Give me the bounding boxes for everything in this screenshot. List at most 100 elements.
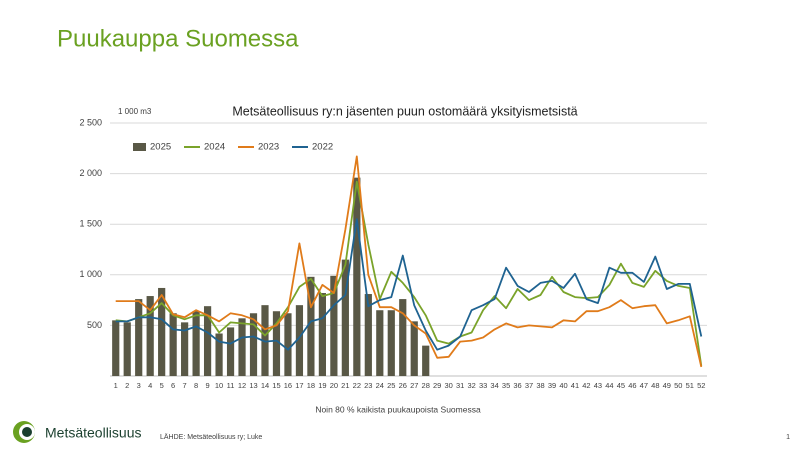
line-series (115, 218, 703, 351)
x-tick-label: 35 (502, 381, 510, 390)
bar (203, 306, 212, 376)
legend-label: 2025 (150, 142, 171, 153)
x-tick-label: 47 (640, 381, 648, 390)
x-tick-label: 8 (194, 381, 198, 390)
bar (376, 310, 384, 376)
x-tick-label: 37 (525, 381, 533, 390)
bar (215, 333, 223, 376)
x-tick-label: 14 (261, 381, 269, 390)
bar (341, 259, 349, 376)
bar (146, 296, 154, 376)
x-tick-label: 27 (410, 381, 418, 390)
x-tick-label: 2 (125, 381, 129, 390)
x-tick-label: 3 (137, 381, 141, 390)
bar (123, 322, 131, 376)
x-tick-label: 39 (548, 381, 556, 390)
x-tick-label: 13 (249, 381, 257, 390)
x-tick-label: 41 (571, 381, 579, 390)
bar (261, 305, 269, 376)
x-tick-label: 19 (318, 381, 326, 390)
y-tick-label: 1 000 (79, 269, 102, 279)
x-tick-label: 52 (697, 381, 705, 390)
x-tick-label: 16 (284, 381, 292, 390)
x-tick-label: 46 (628, 381, 636, 390)
x-tick-label: 49 (663, 381, 671, 390)
x-tick-label: 50 (674, 381, 682, 390)
legend-label: 2024 (204, 142, 225, 153)
logo-text: Metsäteollisuus (45, 425, 142, 441)
x-tick-label: 5 (160, 381, 164, 390)
legend-swatch (133, 143, 146, 151)
bar (112, 320, 120, 376)
y-tick-label: 1 500 (79, 219, 102, 229)
bar (249, 313, 258, 376)
x-tick-label: 28 (422, 381, 430, 390)
source: LÄHDE: Metsäteollisuus ry; Luke (160, 433, 262, 441)
x-tick-label: 23 (364, 381, 372, 390)
bar (330, 275, 338, 376)
bar (318, 293, 326, 376)
x-tick-label: 25 (387, 381, 395, 390)
x-tick-label: 15 (272, 381, 280, 390)
x-tick-label: 4 (148, 381, 152, 390)
x-tick-label: 20 (330, 381, 338, 390)
x-tick-label: 51 (686, 381, 694, 390)
x-tick-label: 42 (582, 381, 590, 390)
bar (238, 318, 246, 376)
bar (387, 310, 395, 376)
y-tick-label: 2 500 (79, 117, 102, 127)
slide-title: Puukauppa Suomessa (57, 25, 299, 52)
logo-icon (13, 421, 35, 443)
page-number: 1 (786, 434, 790, 441)
bar (158, 287, 166, 376)
bar (135, 299, 143, 376)
x-tick-label: 44 (605, 381, 613, 390)
line-series (115, 155, 703, 368)
x-tick-label: 9 (206, 381, 210, 390)
x-tick-label: 31 (456, 381, 464, 390)
y-unit: 1 000 m3 (118, 107, 152, 116)
bar (226, 327, 235, 376)
x-tick-label: 36 (513, 381, 521, 390)
bar (422, 345, 430, 376)
x-tick-label: 18 (307, 381, 315, 390)
x-axis-label: Noin 80 % kaikista puukaupoista Suomessa (315, 404, 481, 414)
bar (192, 311, 200, 376)
x-tick-label: 34 (490, 381, 498, 390)
legend-label: 2023 (258, 142, 279, 153)
bar (307, 276, 315, 376)
x-tick-label: 12 (238, 381, 246, 390)
x-tick-label: 33 (479, 381, 487, 390)
y-tick-label: 500 (87, 320, 102, 330)
bar (272, 311, 281, 376)
x-tick-label: 21 (341, 381, 349, 390)
x-tick-label: 6 (171, 381, 175, 390)
x-tick-label: 45 (617, 381, 625, 390)
x-tick-label: 22 (353, 381, 361, 390)
bar (181, 322, 189, 376)
legend-label: 2022 (312, 142, 333, 153)
chart-title: Metsäteollisuus ry:n jäsenten puun ostom… (232, 104, 577, 118)
x-tick-label: 43 (594, 381, 602, 390)
x-tick-label: 10 (215, 381, 223, 390)
x-tick-label: 30 (445, 381, 453, 390)
bar (284, 313, 292, 376)
bar (364, 294, 372, 376)
line-series (115, 180, 703, 367)
bar (169, 313, 177, 376)
bar (295, 305, 304, 376)
x-tick-label: 17 (295, 381, 303, 390)
x-tick-label: 48 (651, 381, 659, 390)
x-tick-label: 1 (114, 381, 118, 390)
bar (410, 321, 418, 376)
x-tick-label: 32 (467, 381, 475, 390)
x-tick-label: 40 (559, 381, 567, 390)
x-tick-label: 7 (183, 381, 187, 390)
x-tick-label: 38 (536, 381, 544, 390)
x-tick-label: 29 (433, 381, 441, 390)
y-tick-label: 2 000 (79, 168, 102, 178)
bar (399, 299, 407, 376)
bar (353, 177, 361, 376)
